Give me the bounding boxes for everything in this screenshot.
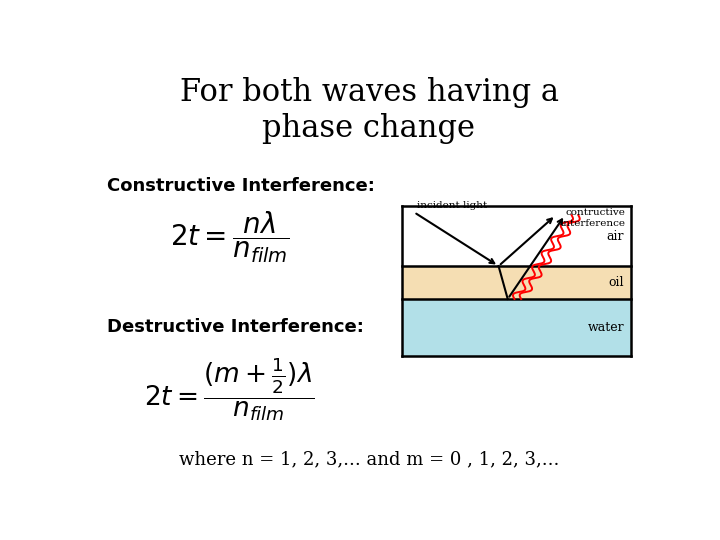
Text: water: water [588, 321, 624, 334]
Bar [402, 299, 631, 356]
Text: contructive
interference: contructive interference [561, 208, 626, 228]
Text: incident light: incident light [417, 201, 487, 210]
Text: $2t = \dfrac{(m+\frac{1}{2})\lambda}{n_{film}}$: $2t = \dfrac{(m+\frac{1}{2})\lambda}{n_{… [144, 355, 315, 423]
Text: For both waves having a
phase change: For both waves having a phase change [179, 77, 559, 144]
Text: Destructive Interference:: Destructive Interference: [107, 319, 364, 336]
Text: oil: oil [608, 276, 624, 289]
Text: $2t = \dfrac{n\lambda}{n_{film}}$: $2t = \dfrac{n\lambda}{n_{film}}$ [170, 210, 289, 265]
Text: air: air [606, 230, 624, 242]
Bar [402, 266, 631, 299]
Text: Constructive Interference:: Constructive Interference: [107, 177, 374, 195]
Text: where n = 1, 2, 3,... and m = 0 , 1, 2, 3,...: where n = 1, 2, 3,... and m = 0 , 1, 2, … [179, 450, 559, 468]
Bar [402, 206, 631, 266]
